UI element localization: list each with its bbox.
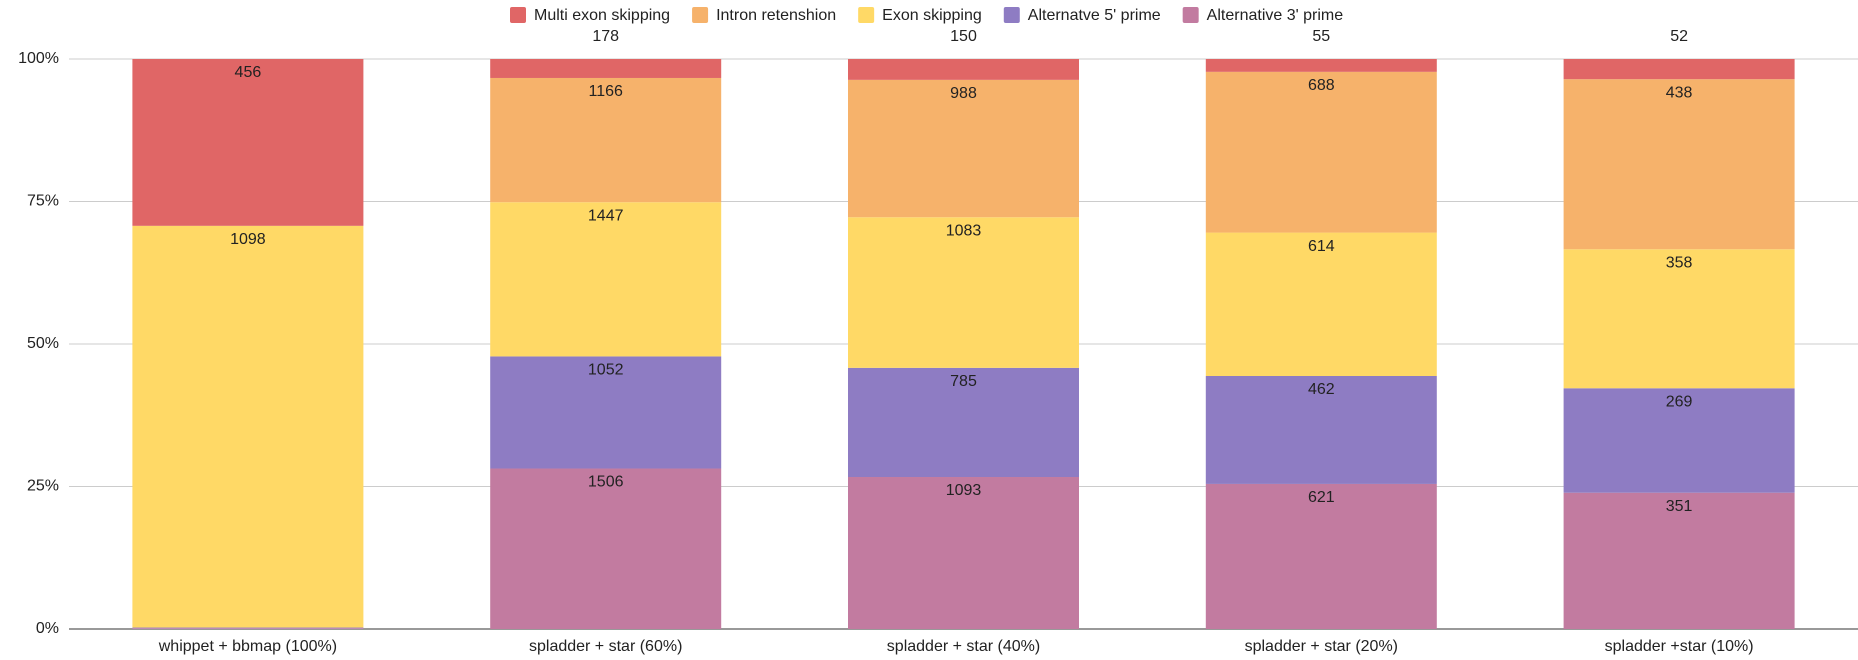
x-tick-label: spladder + star (40%) bbox=[887, 638, 1040, 655]
bar-segment bbox=[1205, 59, 1437, 72]
y-tick-label: 0% bbox=[36, 620, 59, 637]
data-label: 1166 bbox=[588, 83, 623, 100]
bar-segment bbox=[1205, 483, 1437, 629]
legend-swatch bbox=[1182, 7, 1199, 23]
bar-segment bbox=[1205, 71, 1437, 233]
bar-segment bbox=[490, 468, 722, 629]
legend-swatch bbox=[858, 7, 875, 23]
data-label: 1506 bbox=[588, 474, 624, 491]
bar-segment bbox=[848, 79, 1079, 218]
bar-segment bbox=[132, 627, 364, 629]
y-tick-label: 50% bbox=[27, 335, 59, 352]
legend-label: Alternative 3' prime bbox=[1207, 7, 1344, 24]
data-label: 988 bbox=[950, 85, 977, 102]
data-label: 1093 bbox=[946, 482, 982, 499]
data-label: 614 bbox=[1308, 238, 1335, 255]
y-tick-label: 75% bbox=[27, 193, 59, 210]
bar-segment bbox=[1563, 249, 1795, 389]
data-label: 55 bbox=[1312, 28, 1330, 45]
data-label: 52 bbox=[1670, 28, 1688, 45]
bar-segment bbox=[1563, 388, 1795, 493]
bar-segment bbox=[1563, 59, 1795, 80]
data-label: 1447 bbox=[588, 207, 624, 224]
bar-segment bbox=[848, 367, 1079, 478]
bar-segment bbox=[490, 356, 722, 469]
legend-swatch bbox=[510, 7, 526, 23]
x-tick-label: spladder + star (20%) bbox=[1245, 638, 1398, 655]
x-tick-label: whippet + bbmap (100%) bbox=[158, 638, 337, 655]
legend-swatch bbox=[1003, 7, 1020, 23]
legend-label: Multi exon skipping bbox=[534, 7, 670, 24]
data-label: 150 bbox=[950, 28, 977, 45]
data-label: 462 bbox=[1308, 381, 1335, 398]
bar-segment bbox=[848, 477, 1079, 629]
y-tick-label: 25% bbox=[27, 478, 59, 495]
bar-segment bbox=[132, 628, 364, 629]
legend-label: Alternatve 5' prime bbox=[1028, 7, 1161, 24]
y-tick-label: 100% bbox=[18, 50, 59, 67]
data-label: 269 bbox=[1666, 393, 1693, 410]
bar-segment bbox=[1563, 492, 1795, 629]
data-label: 621 bbox=[1308, 489, 1335, 506]
legend-label: Intron retenshion bbox=[716, 7, 836, 24]
data-label: 351 bbox=[1666, 498, 1693, 515]
bar-segment bbox=[848, 217, 1079, 368]
bar-segment bbox=[1563, 79, 1795, 250]
legend-swatch bbox=[692, 7, 709, 23]
x-tick-label: spladder + star (60%) bbox=[529, 638, 682, 655]
legend-label: Exon skipping bbox=[882, 7, 982, 24]
x-tick-label: spladder +star (10%) bbox=[1605, 638, 1754, 655]
bar-segment bbox=[490, 77, 722, 203]
data-label: 1052 bbox=[588, 362, 624, 379]
bar-segment bbox=[132, 225, 364, 628]
data-label: 178 bbox=[592, 28, 619, 45]
data-label: 688 bbox=[1308, 77, 1335, 94]
bar-segment bbox=[1205, 232, 1437, 377]
data-label: 1083 bbox=[946, 222, 982, 239]
data-label: 785 bbox=[950, 373, 977, 390]
data-label: 1098 bbox=[230, 231, 266, 248]
bar-segment bbox=[132, 59, 364, 226]
bar-segment bbox=[490, 59, 722, 78]
bar-segment bbox=[1205, 376, 1437, 484]
bar-segment bbox=[848, 59, 1079, 80]
bar-segment bbox=[490, 202, 722, 357]
data-label: 456 bbox=[235, 64, 262, 81]
data-label: 358 bbox=[1666, 254, 1693, 271]
data-label: 438 bbox=[1666, 84, 1693, 101]
